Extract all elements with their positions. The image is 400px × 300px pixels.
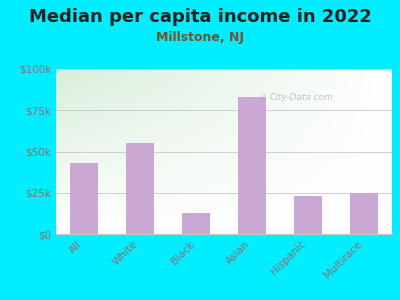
Text: ⊙: ⊙ bbox=[258, 92, 267, 102]
Bar bbox=[350, 193, 378, 234]
Text: Median per capita income in 2022: Median per capita income in 2022 bbox=[28, 8, 372, 26]
Text: City-Data.com: City-Data.com bbox=[269, 92, 333, 101]
Bar bbox=[182, 212, 210, 234]
Bar bbox=[126, 143, 154, 234]
Bar bbox=[238, 97, 266, 234]
Text: Millstone, NJ: Millstone, NJ bbox=[156, 32, 244, 44]
Bar bbox=[70, 163, 98, 234]
Bar bbox=[294, 196, 322, 234]
